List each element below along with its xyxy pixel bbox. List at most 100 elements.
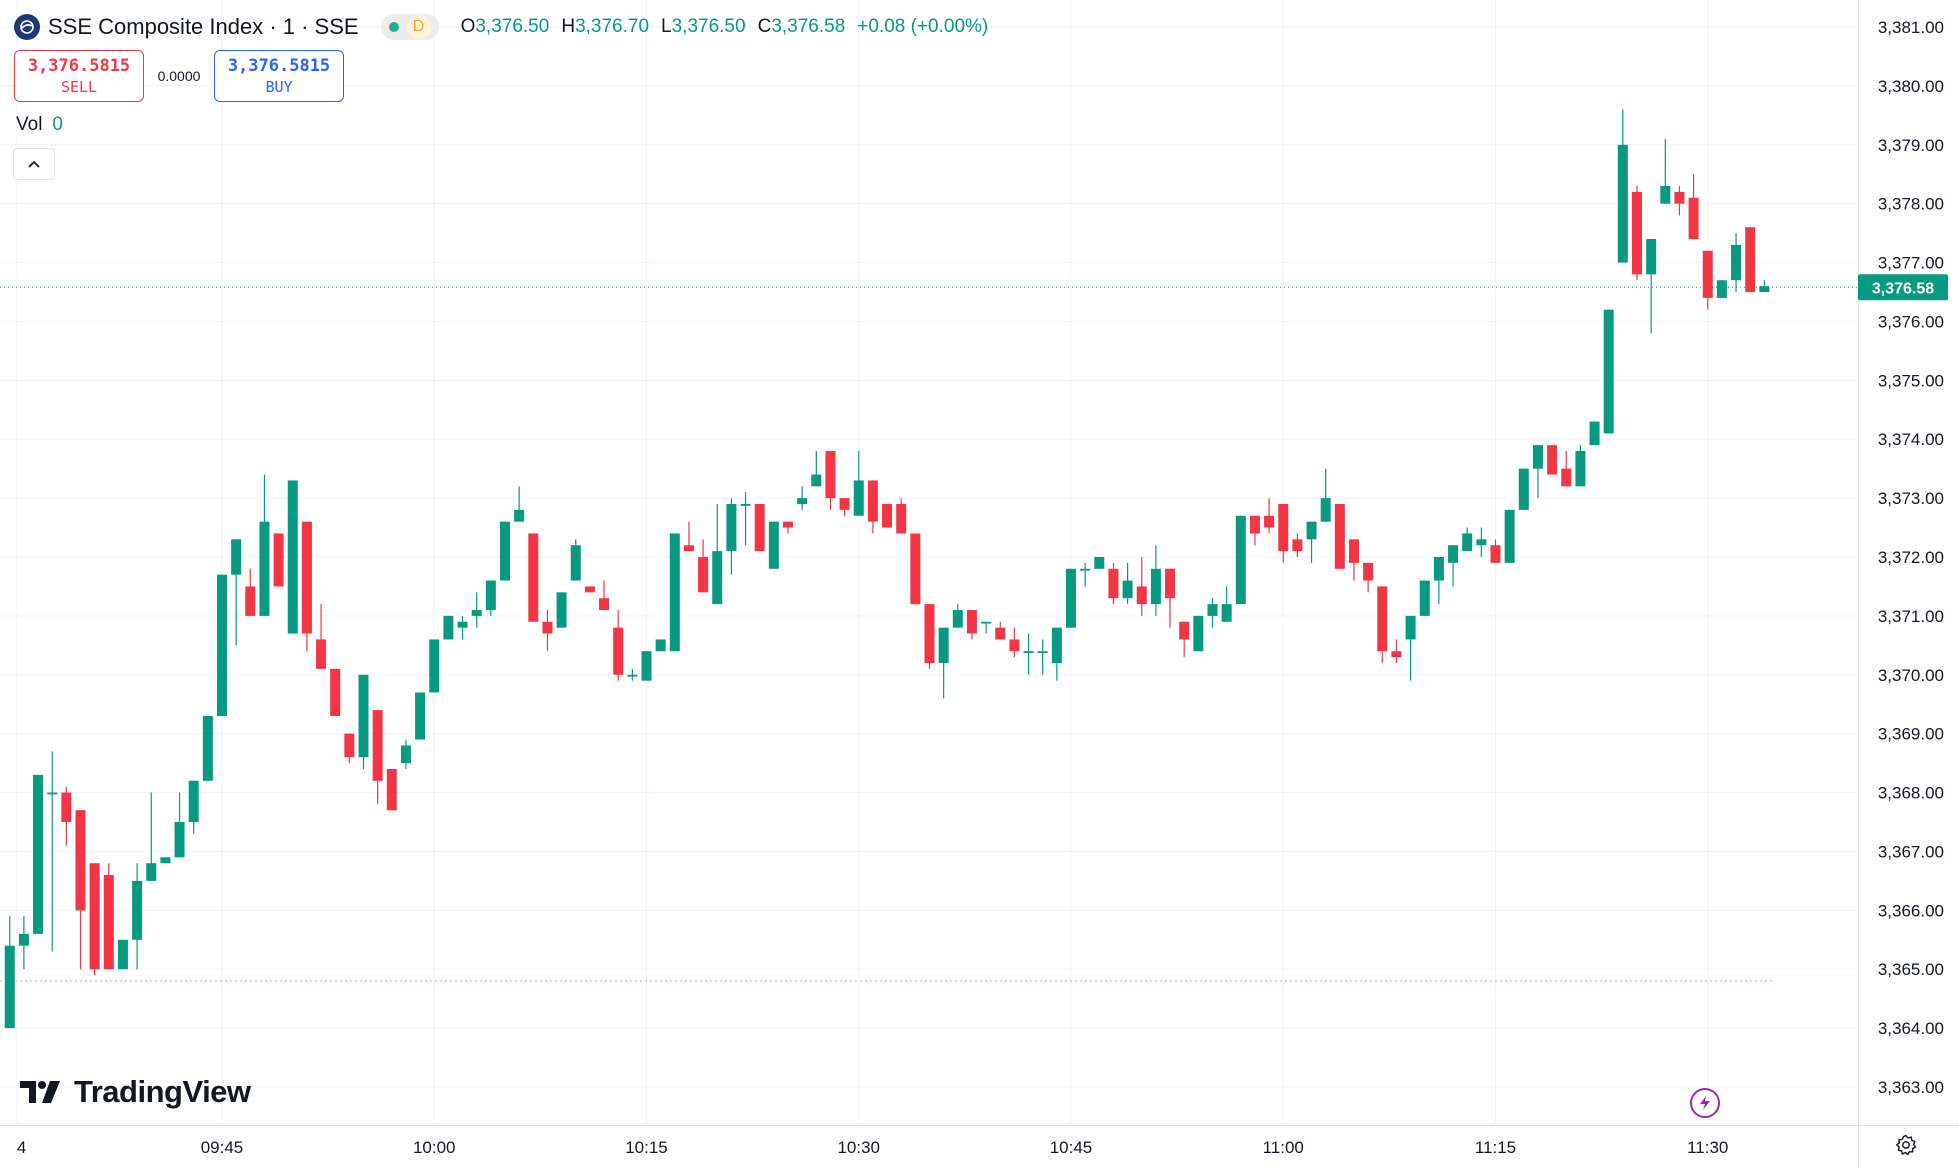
sell-price: 3,376.5815: [27, 56, 131, 76]
symbol-title[interactable]: SSE Composite Index · 1 · SSE: [48, 14, 359, 39]
x-tick-label: 10:15: [625, 1138, 668, 1157]
candle: [1165, 568, 1176, 628]
y-tick-label: 3,376.00: [1878, 312, 1944, 331]
ohlc-values: O3,376.50 H3,376.70 L3,376.50 C3,376.58 …: [461, 16, 989, 38]
volume-legend[interactable]: Vol 0: [16, 114, 63, 136]
candle: [245, 568, 256, 616]
candle: [386, 769, 397, 811]
trade-buttons: 3,376.5815 SELL 0.0000 3,376.5815 BUY: [14, 50, 344, 102]
candle: [132, 863, 143, 970]
candle-body: [1108, 568, 1119, 599]
y-tick-label: 3,368.00: [1878, 784, 1944, 803]
volume-value: 0: [52, 114, 63, 135]
candle: [1009, 627, 1020, 658]
sell-button[interactable]: 3,376.5815 SELL: [14, 50, 144, 102]
candle-body: [514, 509, 525, 522]
candle: [655, 639, 666, 652]
candle-body: [641, 651, 652, 681]
y-tick-label: 3,369.00: [1878, 725, 1944, 744]
candle-body: [471, 610, 482, 616]
candle-body: [839, 498, 850, 510]
x-tick-label: 11:30: [1687, 1138, 1728, 1157]
candle: [1433, 557, 1444, 605]
candle-body: [1080, 568, 1091, 571]
candle: [797, 486, 808, 510]
candle: [1377, 586, 1388, 663]
candle: [1504, 509, 1515, 563]
candle: [103, 863, 114, 970]
candle: [726, 498, 737, 575]
candle-body: [896, 504, 907, 534]
candle-body: [217, 574, 227, 716]
candle-body: [429, 639, 440, 693]
candle: [1617, 109, 1628, 263]
candle-body: [754, 504, 765, 552]
candle: [217, 574, 227, 716]
candle: [1235, 515, 1246, 605]
candle: [330, 668, 341, 716]
candle-body: [981, 621, 992, 624]
candle-body: [103, 875, 114, 970]
candle-body: [372, 710, 383, 781]
candle-body: [33, 774, 44, 934]
candle: [1150, 545, 1161, 616]
x-tick-label: 10:00: [413, 1138, 456, 1157]
candle-body: [386, 769, 397, 811]
candle: [1632, 186, 1642, 281]
candle-body: [146, 863, 157, 881]
last-price-tag: [1858, 274, 1948, 301]
candle: [344, 733, 355, 764]
candle-body: [1731, 244, 1742, 281]
candle-body: [1448, 545, 1459, 563]
candle: [1391, 639, 1402, 663]
candle: [995, 621, 1006, 640]
y-tick-label: 3,371.00: [1878, 607, 1944, 626]
candle: [1731, 233, 1742, 292]
volume-label: Vol: [16, 114, 43, 135]
candle: [669, 533, 680, 652]
candle: [18, 916, 29, 970]
candle: [1334, 504, 1345, 569]
candle-body: [174, 822, 185, 858]
candle-body: [1561, 468, 1572, 487]
session-badge: D: [406, 15, 431, 39]
gear-icon[interactable]: [1894, 1133, 1918, 1157]
candle-body: [47, 792, 58, 795]
candle-body: [1136, 586, 1147, 605]
candle-body: [1575, 451, 1586, 487]
candle-body: [1617, 144, 1628, 263]
candle-body: [1150, 568, 1161, 605]
candle: [1688, 174, 1699, 239]
candle: [528, 533, 539, 622]
candle-body: [1462, 533, 1473, 552]
candle: [443, 615, 454, 640]
candle-body: [924, 604, 935, 663]
lightning-button[interactable]: [1690, 1088, 1720, 1118]
candle: [174, 792, 185, 858]
tradingview-logo[interactable]: TradingView: [20, 1074, 251, 1110]
candle-body: [556, 592, 567, 628]
candle-body: [1632, 191, 1642, 275]
collapse-legend-button[interactable]: [13, 148, 55, 180]
symbol-logo-icon[interactable]: [14, 14, 40, 40]
x-tick-label: 4: [17, 1138, 26, 1157]
candle-body: [1702, 250, 1713, 298]
buy-button[interactable]: 3,376.5815 BUY: [214, 50, 344, 102]
candle-body: [1405, 615, 1416, 640]
candle: [1462, 527, 1473, 552]
candle: [1207, 598, 1218, 628]
market-status-pill[interactable]: D: [380, 14, 439, 40]
time-axis[interactable]: 4 09:45 10:00 10:15 10:30 10:45 11:00 11:15 11:3…: [17, 1138, 1729, 1157]
candle: [273, 533, 284, 587]
candle-body: [811, 474, 822, 487]
y-tick-label: 3,370.00: [1878, 666, 1944, 685]
candle-body: [1377, 586, 1388, 652]
candle-body: [542, 621, 553, 634]
candle-body: [1334, 504, 1345, 569]
last-price-text: 3,376.58: [1872, 280, 1934, 297]
candle: [188, 780, 199, 834]
price-axis[interactable]: 3,381.00 3,380.00 3,379.00 3,378.00 3,377.00…: [1878, 18, 1944, 1097]
candle-body: [952, 610, 963, 628]
y-tick-label: 3,377.00: [1878, 254, 1944, 273]
